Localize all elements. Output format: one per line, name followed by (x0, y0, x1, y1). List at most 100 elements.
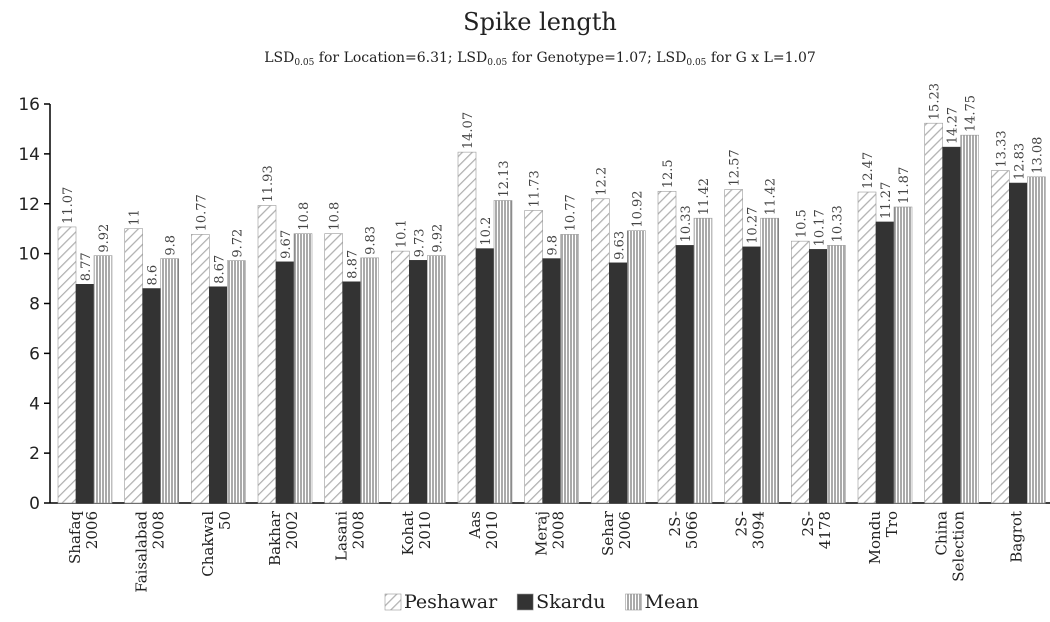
y-tick-label: 0 (29, 494, 40, 514)
value-label: 9.72 (230, 229, 245, 258)
value-label: 11.07 (61, 187, 76, 224)
bar (791, 240, 810, 504)
x-tick-label: 2010 (483, 511, 501, 549)
value-label: 12.2 (594, 167, 609, 196)
bar (342, 281, 361, 504)
y-tick-label: 14 (18, 145, 40, 165)
x-tick-label: 2008 (150, 511, 168, 549)
bar (360, 257, 379, 504)
value-label: 8.87 (346, 250, 361, 279)
bar (542, 258, 561, 504)
x-tick-label: 2002 (283, 511, 301, 549)
x-tick-label: 2S- (666, 511, 684, 536)
legend-label: Peshawar (404, 591, 498, 613)
value-label: 12.57 (728, 149, 743, 186)
x-tick-label: Lasani (333, 511, 351, 561)
value-label: 12.13 (497, 160, 512, 197)
value-label: 11.42 (764, 178, 779, 215)
value-label: 13.08 (1030, 137, 1045, 174)
bar (991, 170, 1010, 504)
x-tick-label: 2006 (616, 511, 634, 549)
x-tick-label: China (933, 511, 951, 556)
y-tick-label: 6 (29, 344, 40, 364)
bar (227, 260, 246, 504)
y-tick-label: 8 (29, 295, 40, 315)
bar (591, 198, 610, 504)
legend-label: Mean (645, 591, 699, 613)
value-label: 9.92 (97, 224, 112, 253)
value-label: 14.27 (946, 107, 961, 144)
x-tick-label: 5066 (683, 511, 701, 549)
value-label: 10.1 (394, 219, 409, 248)
bar (960, 134, 979, 504)
bar (493, 200, 513, 504)
subtitle-part: for Location=6.31; LSD (314, 50, 487, 66)
subtitle-part: LSD (264, 50, 294, 66)
value-label: 12.47 (861, 152, 876, 189)
bar (809, 249, 828, 504)
bar (875, 221, 895, 504)
bar (609, 262, 628, 504)
bar (257, 205, 277, 504)
legend-swatch (625, 593, 642, 611)
bar (742, 246, 761, 504)
value-label: 9.83 (364, 226, 379, 255)
value-label: 11.27 (879, 182, 894, 219)
bar (827, 245, 846, 504)
value-label: 10.2 (479, 217, 494, 246)
bar (675, 245, 695, 504)
chart-subtitle: LSD0.05 for Location=6.31; LSD0.05 for G… (264, 50, 816, 68)
bar (427, 255, 446, 504)
x-tick-label: Chakwal (199, 511, 217, 577)
x-tick-label: Meraj (533, 511, 551, 556)
x-tick-label: 2006 (83, 511, 101, 549)
legend-swatch (384, 593, 402, 611)
value-label: 14.75 (964, 95, 979, 132)
y-tick-label: 4 (29, 394, 40, 414)
x-tick-label: Shafaq (66, 511, 84, 564)
bar (409, 260, 428, 504)
bar (293, 233, 313, 504)
x-tick-label: 4178 (816, 511, 834, 549)
bar (124, 228, 143, 504)
bar (760, 217, 779, 504)
x-tick-label: 50 (216, 511, 234, 530)
subtitle-part: 0.05 (487, 58, 507, 68)
bar (693, 217, 713, 504)
value-label: 12.83 (1012, 143, 1027, 180)
value-label: 10.33 (679, 205, 694, 242)
subtitle-part: for Genotype=1.07; LSD (507, 50, 686, 66)
y-tick-label: 12 (18, 195, 40, 215)
value-label: 10.77 (564, 194, 579, 231)
x-tick-label: Bagrot (1008, 511, 1026, 563)
subtitle-part: 0.05 (294, 58, 314, 68)
value-label: 9.8 (164, 235, 179, 256)
bar (209, 286, 228, 504)
bar (457, 151, 477, 504)
bar (75, 283, 95, 504)
bar (524, 210, 543, 504)
x-tick-label: Selection (950, 511, 968, 582)
value-label: 11 (128, 209, 143, 226)
bar (1009, 182, 1028, 504)
legend-swatch (516, 593, 534, 611)
x-tick-label: 2008 (350, 511, 368, 549)
y-tick-label: 16 (18, 95, 40, 115)
value-label: 11.73 (528, 170, 543, 207)
value-label: 9.92 (430, 224, 445, 253)
x-tick-label: Kohat (399, 511, 417, 555)
value-label: 10.5 (794, 209, 809, 238)
x-tick-label: Aas (466, 511, 484, 539)
subtitle-part: for G x L=1.07 (706, 50, 815, 66)
bar (475, 248, 495, 504)
bar (160, 258, 179, 504)
x-tick-label: Mondu (866, 511, 884, 565)
x-tick-label: 2008 (550, 511, 568, 549)
value-label: 10.92 (630, 190, 645, 227)
bar (391, 250, 410, 504)
x-tick-label: Faisalabad (133, 511, 151, 593)
y-tick-label: 2 (29, 444, 40, 464)
value-label: 15.23 (928, 83, 943, 120)
value-label: 9.73 (412, 228, 427, 257)
